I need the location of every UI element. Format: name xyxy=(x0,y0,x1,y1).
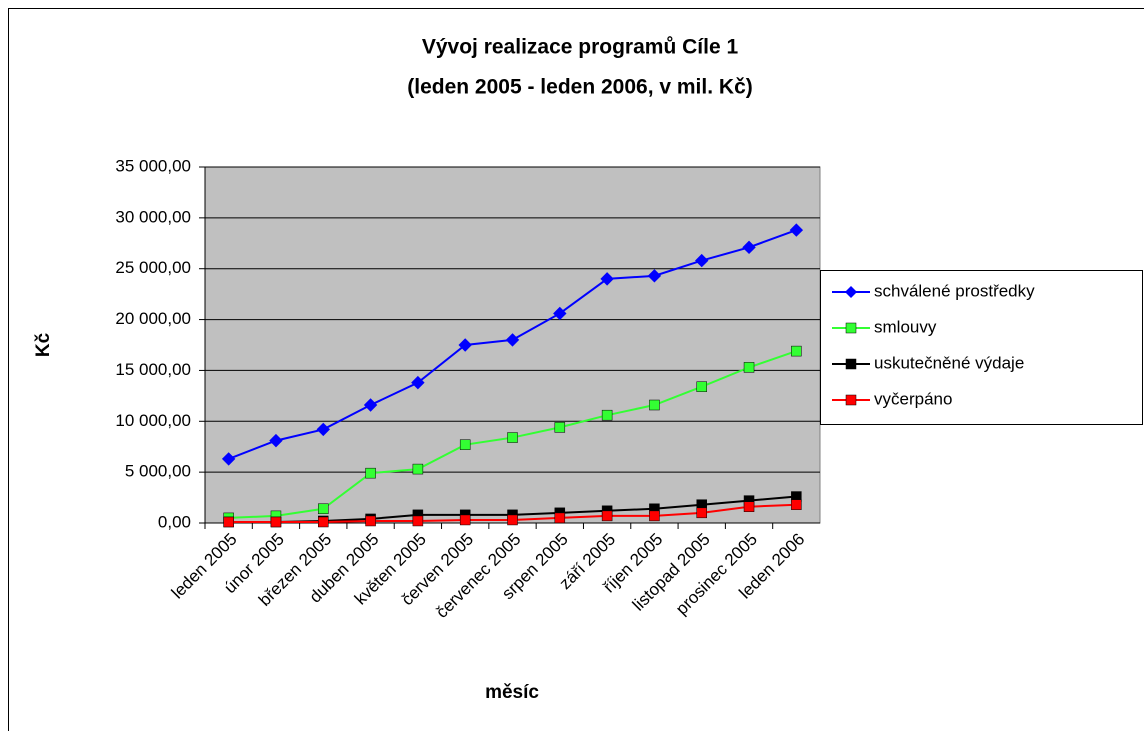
legend-label: smlouvy xyxy=(874,317,937,336)
y-tick-label: 5 000,00 xyxy=(125,462,191,481)
marker xyxy=(269,433,283,448)
y-tick-label: 0,00 xyxy=(158,512,191,531)
legend-marker xyxy=(845,394,857,406)
y-tick-label: 20 000,00 xyxy=(115,309,191,328)
y-tick-label: 35 000,00 xyxy=(115,156,191,175)
legend-label: schválené prostředky xyxy=(874,281,1035,300)
marker xyxy=(363,398,378,412)
marker xyxy=(365,515,376,527)
marker xyxy=(507,514,518,526)
marker xyxy=(459,439,471,450)
y-axis-title: Kč xyxy=(33,332,54,357)
marker xyxy=(791,499,802,510)
marker xyxy=(223,516,234,528)
x-axis-title: měsíc xyxy=(485,682,539,703)
marker xyxy=(270,516,282,528)
marker xyxy=(649,399,660,411)
marker xyxy=(696,381,707,392)
marker xyxy=(365,467,376,479)
marker xyxy=(791,345,802,357)
marker xyxy=(696,507,707,519)
marker xyxy=(412,463,424,475)
marker xyxy=(507,432,518,443)
marker xyxy=(412,515,424,527)
marker xyxy=(554,512,566,524)
legend-marker xyxy=(845,358,857,370)
y-tick-label: 30 000,00 xyxy=(115,207,191,226)
marker xyxy=(316,422,330,437)
marker xyxy=(743,362,755,373)
marker xyxy=(318,503,329,515)
y-tick-label: 10 000,00 xyxy=(115,411,191,430)
marker xyxy=(221,452,236,466)
legend-label: uskutečněné výdaje xyxy=(874,353,1024,372)
marker xyxy=(318,516,329,528)
chart-subtitle: (leden 2005 - leden 2006, v mil. Kč) xyxy=(407,76,753,99)
marker xyxy=(411,375,425,390)
marker xyxy=(647,269,662,283)
y-tick-label: 25 000,00 xyxy=(115,258,191,277)
legend-label: vyčerpáno xyxy=(874,389,952,408)
marker xyxy=(554,422,566,433)
legend-box xyxy=(820,270,1143,425)
marker xyxy=(505,333,520,347)
legend-marker xyxy=(845,322,857,334)
marker xyxy=(458,338,472,352)
marker xyxy=(553,306,567,321)
marker xyxy=(743,501,755,512)
marker xyxy=(601,510,613,522)
marker xyxy=(695,253,709,268)
marker xyxy=(600,272,614,286)
marker xyxy=(459,514,471,526)
marker xyxy=(742,240,756,255)
legend-marker xyxy=(845,286,857,298)
marker xyxy=(601,409,613,421)
marker xyxy=(789,223,804,237)
marker xyxy=(649,510,660,522)
chart-title: Vývoj realizace programů Cíle 1 xyxy=(422,36,739,59)
y-tick-label: 15 000,00 xyxy=(115,360,191,379)
